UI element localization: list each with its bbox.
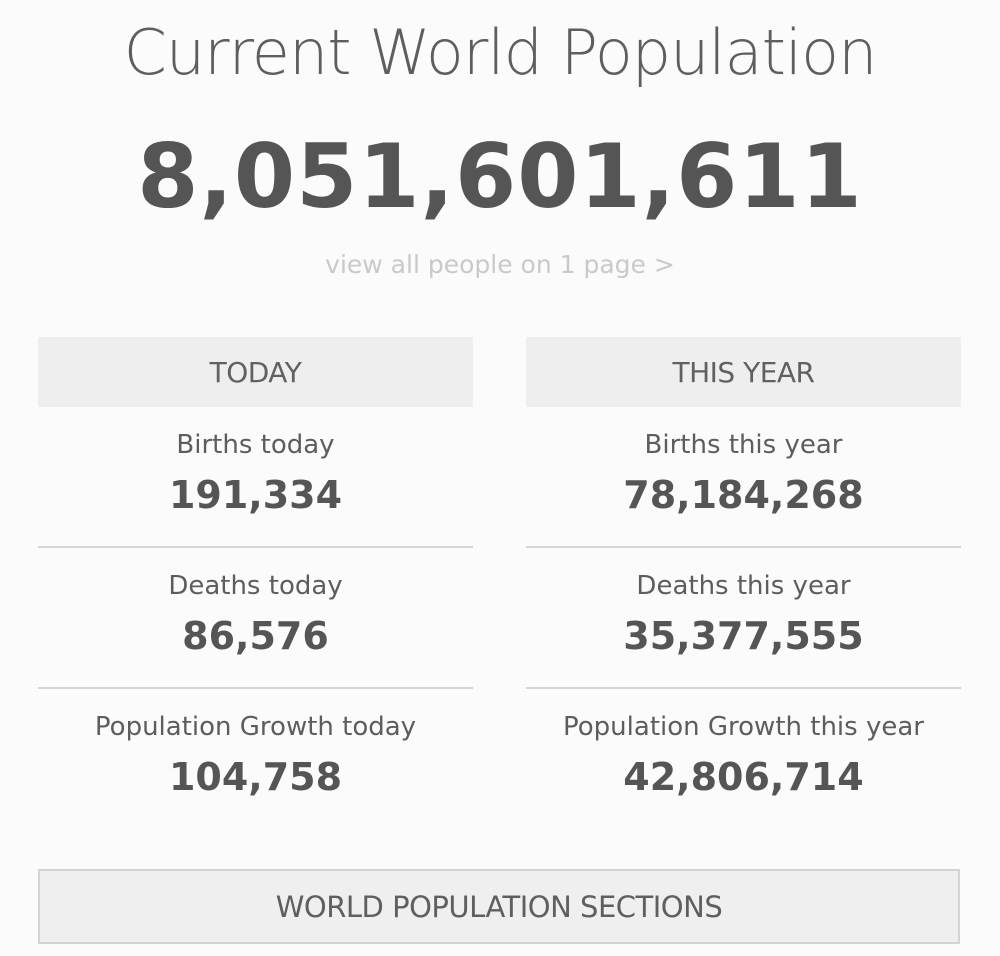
growth-today-stat: Population Growth today 104,758 (38, 689, 473, 830)
today-panel: TODAY Births today 191,334 Deaths today … (38, 337, 473, 830)
this-year-heading: THIS YEAR (526, 337, 961, 407)
stat-value: 42,806,714 (623, 755, 864, 799)
stat-value: 191,334 (168, 473, 343, 517)
deaths-today-stat: Deaths today 86,576 (38, 548, 473, 689)
view-all-people-link[interactable]: view all people on 1 page > (325, 250, 675, 279)
this-year-panel: THIS YEAR Births this year 78,184,268 De… (526, 337, 961, 830)
page-title: Current World Population (123, 16, 878, 89)
world-population-sections-button[interactable]: WORLD POPULATION SECTIONS (38, 869, 960, 944)
deaths-this-year-stat: Deaths this year 35,377,555 (526, 548, 961, 689)
growth-this-year-stat: Population Growth this year 42,806,714 (526, 689, 961, 830)
births-today-stat: Births today 191,334 (38, 407, 473, 548)
stat-label: Births this year (644, 430, 843, 460)
world-population-counter: 8,051,601,611 (137, 125, 863, 228)
stat-value: 86,576 (182, 614, 329, 658)
stat-label: Deaths today (168, 571, 343, 601)
stat-value: 35,377,555 (623, 614, 864, 658)
today-heading: TODAY (38, 337, 473, 407)
stat-label: Deaths this year (636, 571, 851, 601)
stat-label: Population Growth today (94, 712, 417, 742)
stat-label: Population Growth this year (563, 712, 924, 742)
stat-label: Births today (176, 430, 335, 460)
stat-value: 78,184,268 (623, 473, 864, 517)
births-this-year-stat: Births this year 78,184,268 (526, 407, 961, 548)
stat-value: 104,758 (168, 755, 343, 799)
